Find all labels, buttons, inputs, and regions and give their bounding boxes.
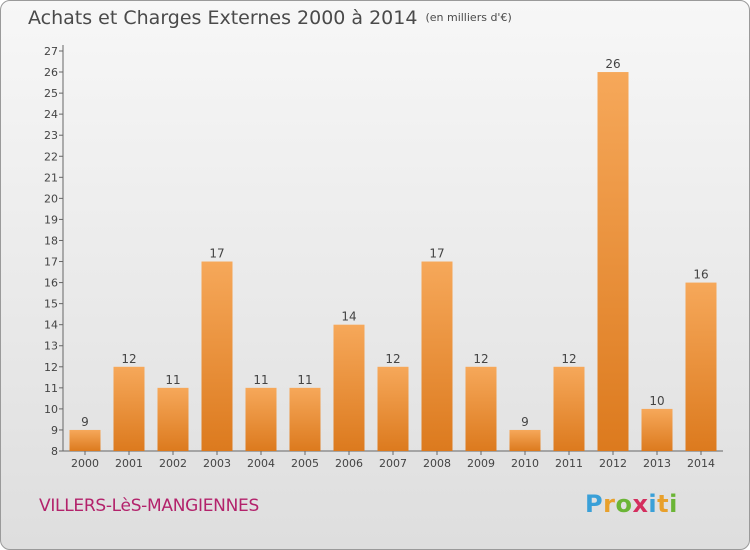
x-axis: 2000 2001 2002 2003 2004 2005 2006 2007 2008 2009… [63, 450, 723, 470]
bar-2007 [377, 366, 409, 451]
y-tick-label: 11 [44, 382, 58, 395]
y-axis: 8 9 10 11 12 13 14 15 16 17 18 19 20 21 22 23 24 25 26 27 [44, 45, 64, 458]
y-tick-label: 13 [44, 340, 58, 353]
x-tick-label: 2011 [555, 457, 583, 470]
chart-title: Achats et Charges Externes 2000 à 2014 (e… [28, 7, 512, 29]
unit-label: (en milliers d'€) [425, 11, 512, 24]
logo-letter: t [657, 490, 670, 518]
bar-2013 [641, 408, 673, 451]
commune-name: VILLERS-LèS-MANGIENNES [39, 496, 259, 516]
y-tick-label: 25 [44, 87, 58, 100]
value-label-2007: 12 [385, 352, 400, 366]
logo-letter: x [632, 490, 649, 518]
bar-2008 [421, 261, 453, 451]
bar-2005 [289, 387, 321, 451]
y-tick-label: 27 [44, 45, 58, 58]
value-label-2012: 26 [605, 57, 620, 71]
title-text: Achats et Charges Externes 2000 à 2014 [28, 7, 418, 29]
x-tick-label: 2010 [511, 457, 539, 470]
x-tick-label: 2013 [643, 457, 671, 470]
bars [69, 72, 717, 451]
value-label-2014: 16 [693, 268, 708, 282]
x-tick-label: 2007 [379, 457, 407, 470]
value-labels: 9 12 11 17 11 11 14 12 17 12 9 12 26 10 16 [81, 57, 708, 429]
value-label-2005: 11 [297, 373, 312, 387]
logo-letter: P [585, 490, 604, 518]
x-tick-label: 2000 [71, 457, 99, 470]
x-tick-label: 2012 [599, 457, 627, 470]
y-tick-label: 8 [51, 445, 58, 458]
value-label-2003: 17 [209, 247, 224, 261]
y-tick-label: 10 [44, 403, 58, 416]
bar-2010 [509, 429, 541, 451]
x-tick-label: 2004 [247, 457, 275, 470]
bar-2006 [333, 324, 365, 451]
value-label-2008: 17 [429, 247, 444, 261]
x-tick-label: 2002 [159, 457, 187, 470]
y-tick-label: 16 [44, 277, 58, 290]
value-label-2010: 9 [521, 415, 529, 429]
x-tick-label: 2014 [687, 457, 715, 470]
value-label-2011: 12 [561, 352, 576, 366]
y-tick-label: 23 [44, 129, 58, 142]
x-tick-label: 2006 [335, 457, 363, 470]
bar-2011 [553, 366, 585, 451]
y-tick-label: 14 [44, 319, 58, 332]
y-tick-label: 12 [44, 361, 58, 374]
bar-2001 [113, 366, 145, 451]
bar-2002 [157, 387, 189, 451]
y-tick-label: 26 [44, 66, 58, 79]
value-label-2013: 10 [649, 394, 664, 408]
x-tick-label: 2005 [291, 457, 319, 470]
y-tick-label: 20 [44, 192, 58, 205]
bar-2014 [685, 282, 717, 451]
y-tick-label: 19 [44, 213, 58, 226]
value-label-2004: 11 [253, 373, 268, 387]
value-label-2006: 14 [341, 310, 356, 324]
x-tick-label: 2001 [115, 457, 143, 470]
logo-letter: i [669, 490, 678, 518]
logo-letter: i [648, 490, 658, 518]
value-label-2002: 11 [165, 373, 180, 387]
y-tick-label: 21 [44, 171, 58, 184]
y-tick-label: 24 [44, 108, 58, 121]
x-tick-label: 2009 [467, 457, 495, 470]
logo-letter: r [603, 490, 616, 518]
x-tick-label: 2008 [423, 457, 451, 470]
bar-2012 [597, 72, 629, 451]
x-tick-label: 2003 [203, 457, 231, 470]
y-tick-label: 9 [51, 424, 58, 437]
bar-2009 [465, 366, 497, 451]
y-tick-label: 17 [44, 256, 58, 269]
y-tick-label: 22 [44, 150, 58, 163]
logo-letter: o [615, 490, 633, 518]
bar-2003 [201, 261, 233, 451]
value-label-2009: 12 [473, 352, 488, 366]
y-tick-label: 18 [44, 234, 58, 247]
value-label-2001: 12 [121, 352, 136, 366]
bar-2000 [69, 429, 101, 451]
proxiti-logo: Proxiti [585, 490, 678, 518]
value-label-2000: 9 [81, 415, 89, 429]
bar-2004 [245, 387, 277, 451]
y-tick-label: 15 [44, 298, 58, 311]
